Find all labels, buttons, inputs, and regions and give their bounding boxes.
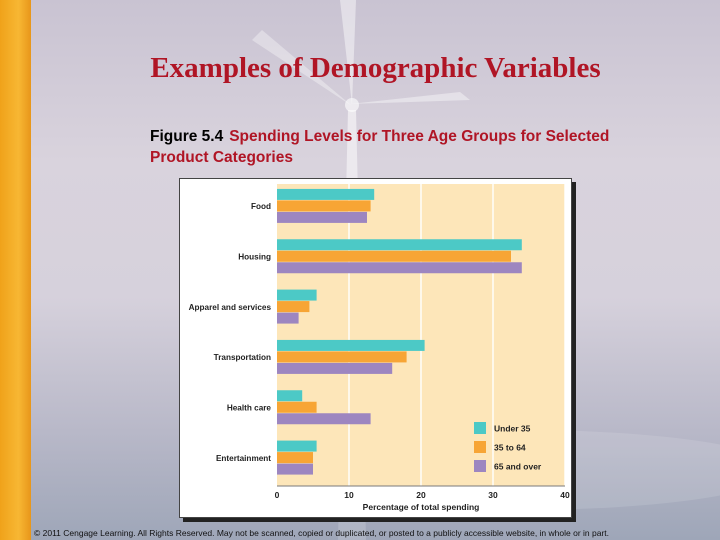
bar-health-care-under-35	[277, 390, 303, 402]
bar-apparel-and-services-65-and-over	[277, 312, 299, 324]
category-label: Housing	[238, 253, 271, 262]
legend-swatch	[474, 441, 486, 453]
legend-swatch	[474, 460, 486, 472]
category-label: Food	[251, 202, 271, 211]
legend-label: 65 and over	[494, 462, 542, 472]
chart-frame: Food Housing Apparel and services Transport…	[179, 178, 572, 518]
bar-housing-under-35	[277, 239, 522, 251]
bar-health-care-65-and-over	[277, 413, 371, 425]
x-tick-label: 10	[344, 490, 354, 500]
category-label: Entertainment	[216, 454, 271, 463]
bar-housing-65-and-over	[277, 262, 522, 274]
x-tick-label: 0	[275, 490, 280, 500]
bar-food-35-to-64	[277, 200, 371, 212]
figure-caption-text: Spending Levels for Three Age Groups for…	[150, 128, 610, 166]
slide-title: Examples of Demographic Variables	[150, 52, 601, 84]
bar-entertainment-65-and-over	[277, 463, 313, 475]
figure-caption: Figure 5.4 Spending Levels for Three Age …	[150, 126, 630, 168]
category-label: Transportation	[214, 353, 271, 362]
figure-number: Figure 5.4	[150, 128, 224, 145]
copyright-notice: © 2011 Cengage Learning. All Rights Rese…	[34, 528, 609, 538]
bar-apparel-and-services-35-to-64	[277, 301, 310, 313]
x-tick-label: 20	[416, 490, 426, 500]
bar-food-65-and-over	[277, 211, 367, 223]
bar-health-care-35-to-64	[277, 401, 317, 413]
bar-food-under-35	[277, 188, 375, 200]
bar-apparel-and-services-under-35	[277, 289, 317, 301]
bar-transportation-under-35	[277, 339, 425, 351]
bar-transportation-35-to-64	[277, 351, 407, 363]
x-tick-label: 40	[560, 490, 570, 500]
legend-label: 35 to 64	[494, 443, 526, 453]
category-label: Health care	[227, 404, 272, 413]
x-tick-label: 30	[488, 490, 498, 500]
spending-bar-chart: Food Housing Apparel and services Transport…	[189, 184, 570, 512]
bar-housing-35-to-64	[277, 250, 511, 262]
category-label: Apparel and services	[189, 303, 272, 312]
bar-entertainment-under-35	[277, 440, 317, 452]
legend-label: Under 35	[494, 424, 531, 434]
left-accent-strip	[0, 0, 31, 540]
bar-transportation-65-and-over	[277, 362, 393, 374]
legend-swatch	[474, 422, 486, 434]
x-axis-label: Percentage of total spending	[363, 502, 480, 512]
bar-entertainment-35-to-64	[277, 452, 313, 464]
